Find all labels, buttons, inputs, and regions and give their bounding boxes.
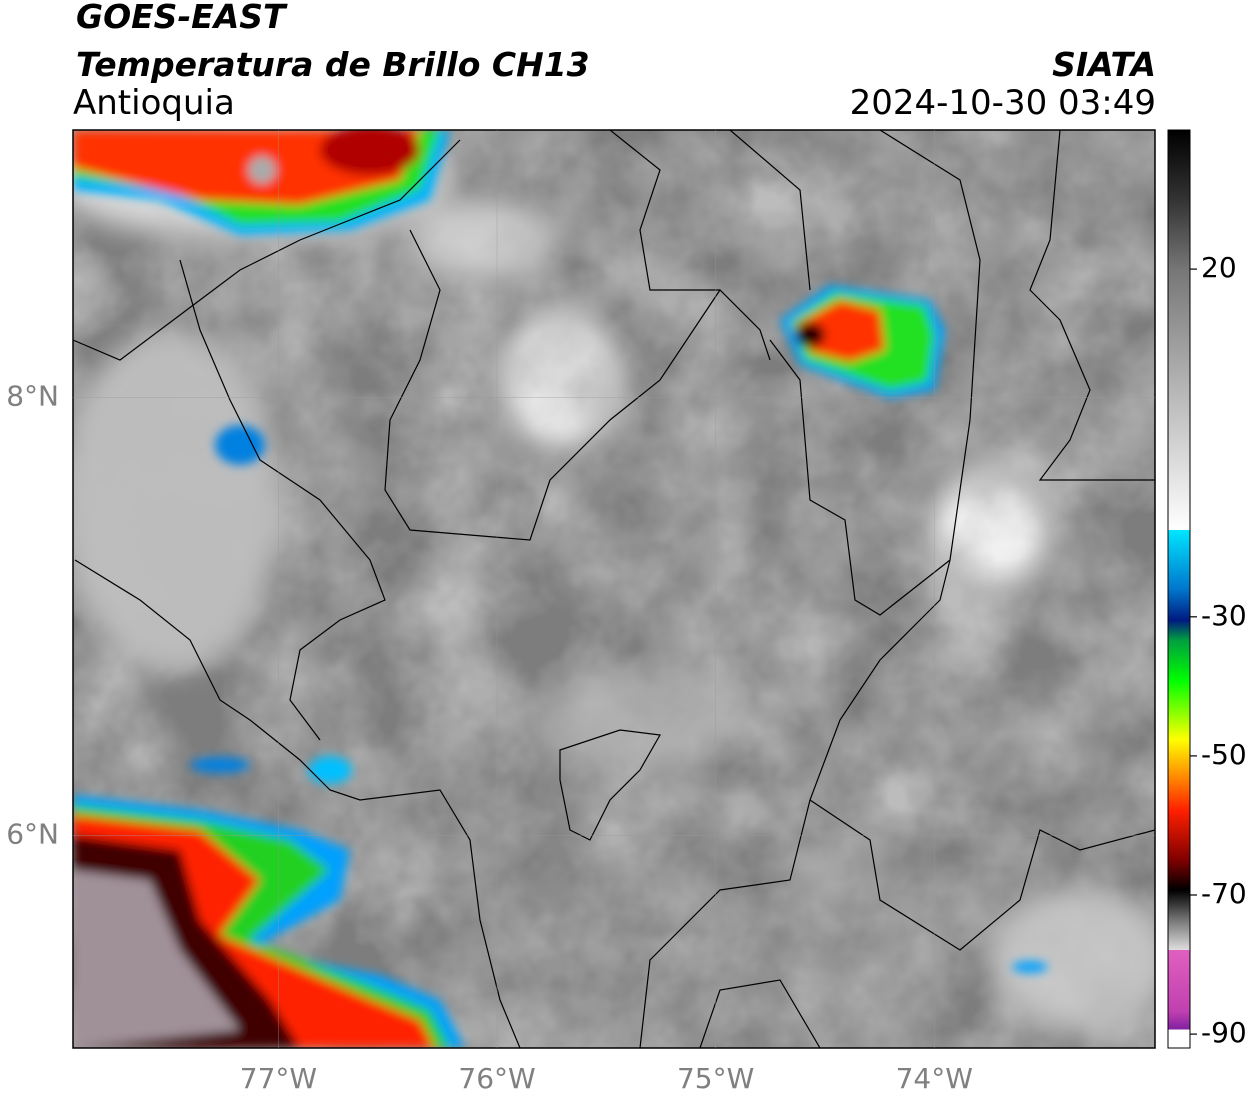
- colorbar: [1167, 129, 1191, 1049]
- satellite-image: [73, 130, 1155, 1048]
- colorbar-tick-label: -50: [1201, 738, 1247, 771]
- timestamp: 2024-10-30 03:49: [849, 83, 1156, 123]
- map-frame: [72, 129, 1156, 1049]
- x-tick-label: 76°W: [458, 1062, 535, 1095]
- colorbar-tick-label: -30: [1201, 599, 1247, 632]
- subtitle: Temperatura de Brillo CH13: [76, 45, 590, 84]
- x-tick-label: 77°W: [240, 1062, 317, 1095]
- colorbar-tick-label: -90: [1201, 1016, 1247, 1049]
- region: Antioquia: [73, 83, 235, 123]
- x-tick-label: 74°W: [896, 1062, 973, 1095]
- colorbar-tick-label: 20: [1201, 251, 1237, 284]
- x-tick-label: 75°W: [677, 1062, 754, 1095]
- source: SIATA: [1052, 45, 1156, 84]
- y-tick-label: 6°N: [6, 817, 59, 850]
- colorbar-tick-label: -70: [1201, 877, 1247, 910]
- y-tick-label: 8°N: [6, 379, 59, 412]
- title: GOES-EAST: [76, 0, 286, 36]
